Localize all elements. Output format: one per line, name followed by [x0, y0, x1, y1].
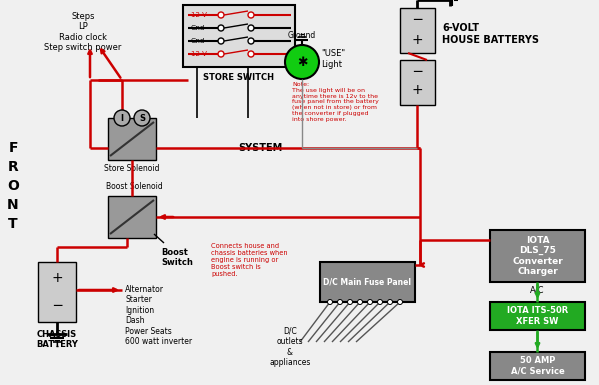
Text: F: F — [8, 141, 18, 155]
Text: N: N — [7, 198, 19, 212]
Circle shape — [285, 45, 319, 79]
Bar — [108, 118, 156, 160]
Text: "USE"
Light: "USE" Light — [321, 49, 345, 69]
Circle shape — [248, 51, 254, 57]
Text: Store Solenoid: Store Solenoid — [104, 164, 160, 173]
Text: ─: ─ — [413, 65, 421, 79]
Circle shape — [218, 38, 224, 44]
Text: 12 V: 12 V — [191, 51, 207, 57]
Circle shape — [218, 12, 224, 18]
Text: 50 AMP
A/C Service: 50 AMP A/C Service — [510, 356, 564, 376]
Text: +: + — [411, 83, 423, 97]
Text: A/C: A/C — [530, 286, 544, 295]
Circle shape — [248, 38, 254, 44]
Text: ─: ─ — [53, 299, 61, 313]
Text: +: + — [51, 271, 63, 285]
Text: R: R — [8, 160, 19, 174]
Bar — [400, 60, 435, 105]
Bar — [490, 302, 585, 330]
Circle shape — [114, 110, 130, 126]
Circle shape — [337, 300, 343, 305]
Bar — [108, 196, 156, 238]
Bar — [320, 262, 415, 302]
Text: Note:
The use light will be on
anytime there is 12v to the
fuse panel from the b: Note: The use light will be on anytime t… — [292, 82, 379, 122]
Text: Gnd: Gnd — [191, 38, 205, 44]
Circle shape — [248, 25, 254, 31]
Text: Ground: Ground — [288, 31, 316, 40]
Text: Steps
LP
Radio clock
Step switch power: Steps LP Radio clock Step switch power — [44, 12, 122, 52]
Text: Connects house and
chassis batteries when
engine is running or
Boost switch is
p: Connects house and chassis batteries whe… — [211, 243, 288, 277]
Text: Boost
Switch: Boost Switch — [161, 248, 193, 268]
Bar — [490, 352, 585, 380]
Text: T: T — [8, 217, 18, 231]
Circle shape — [377, 300, 383, 305]
Circle shape — [218, 25, 224, 31]
Text: IOTA
DLS_75
Converter
Charger: IOTA DLS_75 Converter Charger — [512, 236, 563, 276]
Bar — [38, 262, 76, 322]
Text: 6-VOLT
HOUSE BATTERYS: 6-VOLT HOUSE BATTERYS — [442, 23, 539, 45]
Text: I: I — [120, 114, 123, 122]
Text: ✱: ✱ — [297, 55, 307, 69]
Circle shape — [368, 300, 373, 305]
Text: O: O — [7, 179, 19, 193]
Circle shape — [218, 51, 224, 57]
Text: SYSTEM: SYSTEM — [238, 143, 282, 153]
Text: CHASSIS
BATTERY: CHASSIS BATTERY — [36, 330, 78, 350]
Text: Gnd: Gnd — [191, 25, 205, 31]
Circle shape — [398, 300, 403, 305]
Text: ─: ─ — [413, 13, 421, 27]
Text: D/C Main Fuse Panel: D/C Main Fuse Panel — [323, 278, 412, 286]
Text: D/C
outlets
&
appliances: D/C outlets & appliances — [270, 327, 311, 367]
Circle shape — [248, 12, 254, 18]
Bar — [183, 5, 295, 67]
Bar — [490, 230, 585, 282]
Bar — [400, 8, 435, 53]
Circle shape — [134, 110, 150, 126]
Text: IOTA ITS-50R
XFER SW: IOTA ITS-50R XFER SW — [507, 306, 568, 326]
Circle shape — [388, 300, 392, 305]
Text: STORE SWITCH: STORE SWITCH — [204, 73, 274, 82]
Circle shape — [358, 300, 362, 305]
Circle shape — [347, 300, 352, 305]
Text: +: + — [411, 33, 423, 47]
Text: Boost Solenoid: Boost Solenoid — [106, 182, 163, 191]
Circle shape — [328, 300, 332, 305]
Text: Alternator
Starter
Ignition
Dash
Power Seats
600 watt inverter: Alternator Starter Ignition Dash Power S… — [125, 285, 192, 346]
Text: S: S — [139, 114, 145, 122]
Text: 12 V: 12 V — [191, 12, 207, 18]
